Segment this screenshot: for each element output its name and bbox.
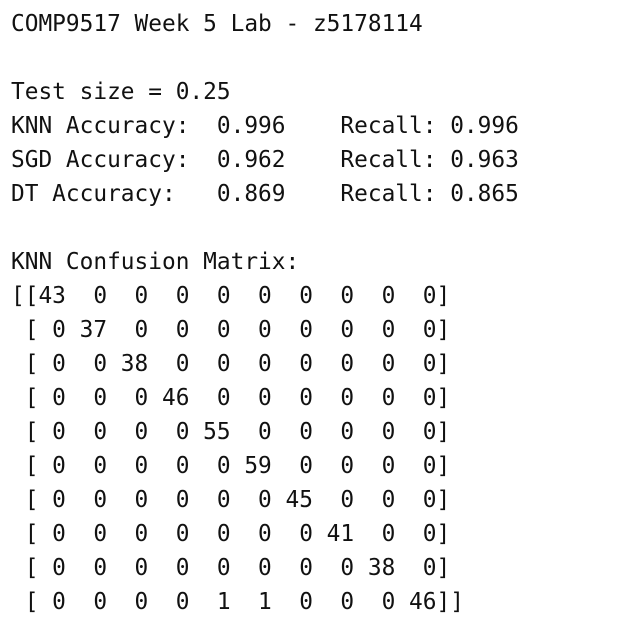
matrix-row: [ 0 0 0 0 0 0 45 0 0 0] — [11, 487, 451, 513]
blank-line — [11, 211, 519, 245]
console-output: COMP9517 Week 5 Lab - z5178114 Test size… — [11, 7, 519, 619]
sgd-result-line: SGD Accuracy: 0.962 Recall: 0.963 — [11, 147, 519, 173]
dt-result-line: DT Accuracy: 0.869 Recall: 0.865 — [11, 181, 519, 207]
matrix-row: [ 0 0 38 0 0 0 0 0 0 0] — [11, 351, 451, 377]
matrix-row: [ 0 0 0 0 0 0 0 0 38 0] — [11, 555, 451, 581]
knn-result-line: KNN Accuracy: 0.996 Recall: 0.996 — [11, 113, 519, 139]
matrix-row: [ 0 0 0 0 0 59 0 0 0 0] — [11, 453, 451, 479]
confusion-matrix-title: KNN Confusion Matrix: — [11, 249, 300, 275]
matrix-row: [[43 0 0 0 0 0 0 0 0 0] — [11, 283, 451, 309]
blank-line — [11, 41, 519, 75]
matrix-row: [ 0 0 0 0 0 0 0 41 0 0] — [11, 521, 451, 547]
matrix-row: [ 0 0 0 46 0 0 0 0 0 0] — [11, 385, 451, 411]
matrix-row: [ 0 0 0 0 1 1 0 0 0 46]] — [11, 589, 464, 615]
matrix-row: [ 0 0 0 0 55 0 0 0 0 0] — [11, 419, 451, 445]
lab-header: COMP9517 Week 5 Lab - z5178114 — [11, 11, 423, 37]
matrix-row: [ 0 37 0 0 0 0 0 0 0 0] — [11, 317, 451, 343]
test-size-line: Test size = 0.25 — [11, 79, 231, 105]
